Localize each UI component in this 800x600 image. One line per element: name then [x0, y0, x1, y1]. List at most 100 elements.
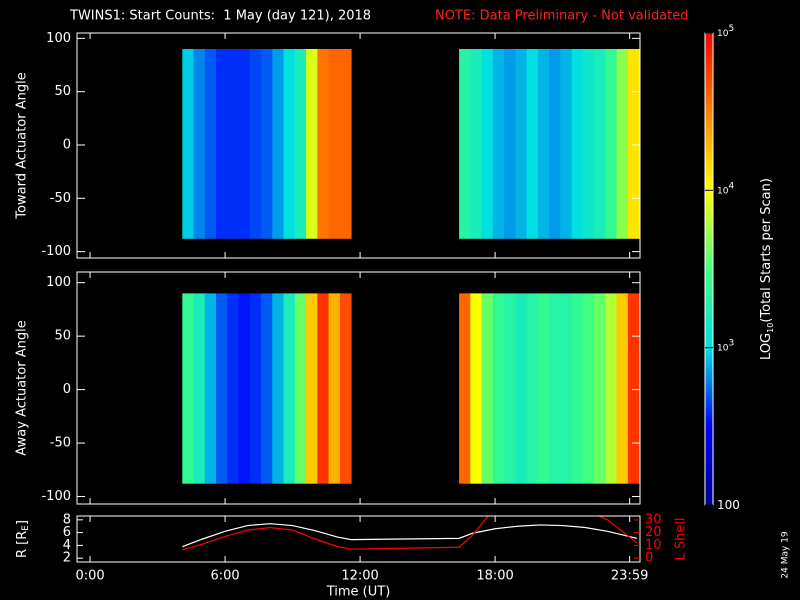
heatmap-cell: [537, 293, 550, 484]
heatmap-cell: [504, 48, 516, 239]
label-part: LOG: [759, 333, 774, 360]
heatmap-cell: [294, 293, 307, 484]
heatmap-cell: [216, 48, 228, 239]
heatmap-cell: [492, 48, 505, 239]
heatmap-cell: [261, 48, 273, 239]
heatmap-cell: [193, 48, 206, 239]
heatmap-cell: [328, 293, 341, 484]
y-tick-label: 100: [46, 275, 71, 290]
x-tick-label: 0:00: [75, 569, 104, 584]
tick-exponent: 3: [728, 338, 734, 348]
tick-exponent: 4: [728, 181, 734, 191]
heatmap-cell: [328, 48, 341, 239]
heatmap-cell: [582, 293, 595, 484]
heatmap-cell: [627, 48, 640, 239]
y-tick-label: -50: [50, 436, 71, 451]
heatmap-cell: [272, 48, 285, 239]
heatmap-cell: [594, 293, 606, 484]
label-part: 10: [766, 323, 775, 333]
y-tick-label: 8: [63, 512, 71, 527]
x-tick-label: 6:00: [210, 569, 239, 584]
heatmap-cell: [571, 293, 584, 484]
heatmap-cell: [515, 293, 528, 484]
heatmap-cell: [261, 293, 273, 484]
heatmap-cell: [238, 293, 251, 484]
heatmap-cell: [283, 293, 296, 484]
heatmap-cell: [204, 293, 217, 484]
y-tick-label: 50: [54, 84, 71, 99]
heatmap-cell: [182, 293, 195, 484]
heatmap-cell: [571, 48, 584, 239]
heatmap-cell: [227, 293, 240, 484]
colorbar-tick-label: 100: [717, 498, 740, 512]
heatmap-cell: [216, 293, 228, 484]
panel-frame: [76, 515, 641, 563]
panel-frame: [76, 271, 641, 505]
heatmap-cell: [515, 48, 528, 239]
heatmap-cell: [249, 48, 262, 239]
y-tick-label: 4: [63, 538, 71, 553]
heatmap-cell: [616, 293, 629, 484]
heatmap-cell: [627, 293, 640, 484]
y2-tick-label: 0: [645, 551, 653, 566]
heatmap-cell: [492, 293, 505, 484]
y-tick-label: 0: [63, 137, 71, 152]
y-axis-label: R [RE]: [15, 520, 31, 558]
y-tick-label: 100: [46, 31, 71, 46]
y-tick-label: 50: [54, 329, 71, 344]
heatmap-cell: [549, 48, 561, 239]
tick-base: 10: [717, 186, 729, 196]
y2-axis-label: L Shell: [674, 517, 689, 560]
y-axis-label: Toward Actuator Angle: [15, 72, 30, 219]
x-axis-label: Time (UT): [326, 585, 391, 600]
y2-tick-label: 20: [645, 525, 662, 540]
colorbar-tick-label: 104: [717, 181, 734, 196]
label-part: (Total Starts per Scan): [759, 178, 774, 323]
heatmap-cell: [537, 48, 550, 239]
heatmap-cell: [459, 293, 471, 484]
heatmap-cell: [470, 48, 483, 239]
y-tick-label: 0: [63, 382, 71, 397]
heatmap-cell: [459, 48, 471, 239]
y2-tick-label: 30: [645, 512, 662, 527]
heatmap-cell: [605, 48, 618, 239]
heatmap-cell: [272, 293, 285, 484]
tick-base: 10: [717, 343, 729, 353]
heatmap-cell: [204, 48, 217, 239]
date-stamp: 24 May 19: [781, 531, 791, 579]
x-tick-label: 12:00: [341, 569, 378, 584]
colorbar-label: LOG10(Total Starts per Scan): [759, 178, 775, 360]
heatmap-cell: [238, 48, 251, 239]
y-tick-label: -100: [41, 489, 71, 504]
line-r: [182, 523, 637, 548]
y-tick-label: 6: [63, 525, 71, 540]
heatmap-cell: [616, 48, 629, 239]
heatmap-cell: [605, 293, 618, 484]
heatmap-cell: [549, 293, 561, 484]
panel-frame: [76, 32, 641, 259]
line-l: [182, 516, 638, 551]
colorbar: [704, 32, 714, 506]
y-tick-label: 2: [63, 551, 71, 566]
heatmap-cell: [582, 48, 595, 239]
heatmap-cell: [306, 293, 318, 484]
heatmap-cell: [339, 48, 352, 239]
heatmap-cell: [283, 48, 296, 239]
heatmap-cell: [526, 48, 539, 239]
heatmap-cell: [339, 293, 352, 484]
colorbar-tick-label: 103: [717, 338, 734, 353]
x-tick-label: 23:59: [611, 569, 648, 584]
y-axis-label: Away Actuator Angle: [15, 320, 30, 455]
heatmap-cell: [470, 293, 483, 484]
heatmap-cell: [249, 293, 262, 484]
x-tick-label: 18:00: [476, 569, 513, 584]
note: NOTE: Data Preliminary - Not validated: [435, 9, 689, 24]
y-tick-label: -100: [41, 244, 71, 259]
heatmap-cell: [317, 48, 330, 239]
heatmap-cell: [481, 48, 494, 239]
tick-base: 10: [717, 29, 729, 39]
heatmap-cell: [306, 48, 318, 239]
label-part: ]: [15, 520, 30, 525]
